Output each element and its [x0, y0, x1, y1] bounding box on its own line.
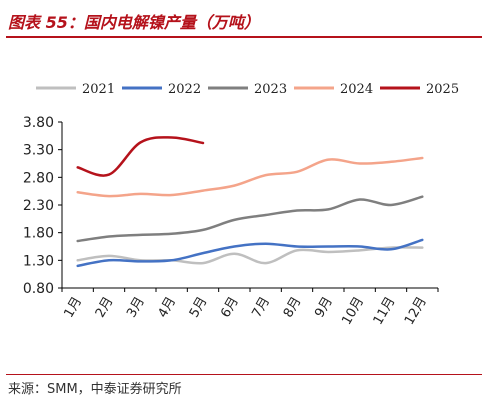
source-divider [6, 374, 482, 375]
series-line-2024 [76, 156, 424, 198]
x-tick-label: 8月 [281, 295, 305, 321]
y-tick-label: 0.80 [23, 281, 54, 297]
legend-label-2024: 2024 [340, 82, 373, 97]
x-tick-label: 3月 [124, 295, 148, 321]
y-tick-label: 2.30 [23, 198, 54, 214]
x-tick-label: 10月 [339, 295, 367, 328]
series-line-2022 [76, 238, 424, 268]
y-tick-label: 3.80 [23, 115, 54, 131]
production-line-chart: 2021 2022 2023 2024 2025 0.80 1.30 1.80 2.30 2.8… [23, 82, 459, 328]
x-tick-label: 1月 [61, 295, 85, 321]
legend-label-2023: 2023 [254, 82, 287, 97]
x-tick-label: 5月 [187, 295, 211, 321]
x-tick-label: 9月 [312, 295, 336, 321]
legend-label-2022: 2022 [168, 82, 201, 97]
x-tick-label: 6月 [218, 295, 242, 321]
chart-series [76, 136, 424, 268]
series-line-2025 [76, 136, 205, 177]
chart-legend: 2021 2022 2023 2024 2025 [36, 82, 459, 97]
series-line-2021 [76, 246, 424, 265]
title-divider [6, 36, 482, 38]
x-tick-label: 7月 [249, 295, 273, 321]
x-tick-label: 2月 [93, 295, 117, 321]
figure-title: 图表 55：国内电解镍产量（万吨） [8, 13, 260, 32]
y-tick-label: 3.30 [23, 143, 54, 159]
legend-label-2021: 2021 [82, 82, 115, 97]
x-tick-label: 11月 [371, 295, 399, 328]
source-note: 来源：SMM，中泰证券研究所 [8, 382, 182, 397]
y-tick-label: 1.80 [23, 226, 54, 242]
y-tick-label: 1.30 [23, 253, 54, 269]
series-line-2023 [76, 195, 424, 243]
x-tick-label: 4月 [155, 295, 179, 321]
x-tick-label: 12月 [402, 295, 430, 328]
legend-label-2025: 2025 [426, 82, 459, 97]
y-tick-label: 2.80 [23, 170, 54, 186]
figure-header: 图表 55：国内电解镍产量（万吨） [0, 0, 488, 40]
